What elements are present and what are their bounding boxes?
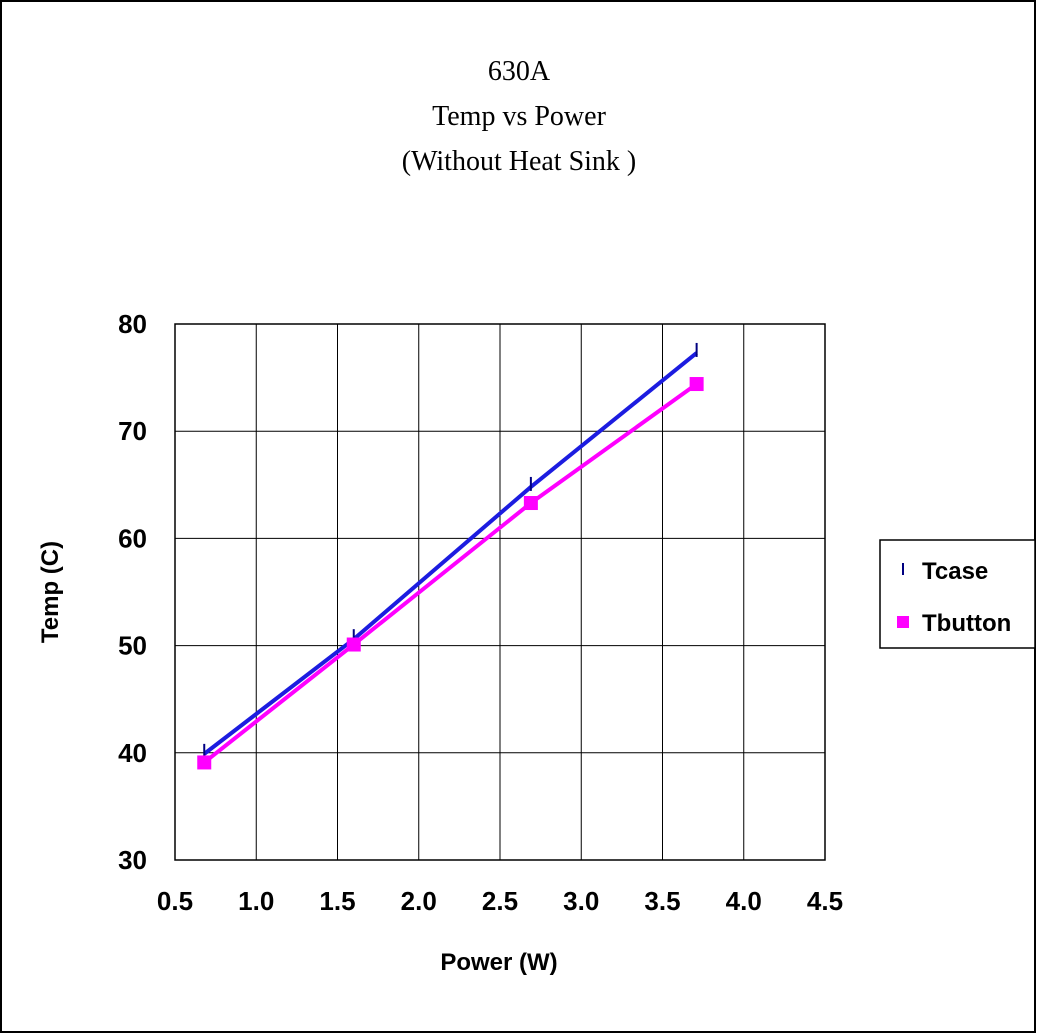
grid <box>174 323 826 861</box>
x-tick-label: 2.5 <box>482 886 518 916</box>
x-axis-label: Power (W) <box>440 949 557 976</box>
series-layer <box>197 342 704 770</box>
y-tick-label: 70 <box>118 416 147 446</box>
chart-title-line-2: Temp vs Power <box>432 101 606 132</box>
data-point-tbutton <box>346 637 361 652</box>
x-tick-label: 2.0 <box>401 886 437 916</box>
data-point-tbutton <box>523 496 538 511</box>
legend-label-tcase: Tcase <box>922 558 988 585</box>
y-tick-label: 60 <box>118 523 147 553</box>
series-line-tcase <box>203 351 698 756</box>
y-tick-label: 50 <box>118 631 147 661</box>
y-axis-label: Temp (C) <box>37 541 64 643</box>
x-tick-labels: 0.5 1.0 1.5 2.0 2.5 3.0 3.5 4.0 4.5 <box>157 886 843 916</box>
x-tick-label: 4.0 <box>726 886 762 916</box>
legend-marker-tbutton <box>897 616 909 628</box>
legend-label-tbutton: Tbutton <box>922 610 1011 637</box>
y-tick-label: 40 <box>118 738 147 768</box>
chart-title-line-1: 630A <box>488 56 551 87</box>
legend: Tcase Tbutton <box>879 539 1036 649</box>
legend-box <box>879 539 1036 649</box>
y-tick-labels: 80 70 60 50 40 30 <box>118 309 147 875</box>
data-point-tbutton <box>689 377 704 392</box>
x-tick-label: 1.5 <box>319 886 355 916</box>
x-tick-label: 3.5 <box>644 886 680 916</box>
x-tick-label: 4.5 <box>807 886 843 916</box>
y-tick-label: 80 <box>118 309 147 339</box>
x-tick-label: 0.5 <box>157 886 193 916</box>
plot-area <box>174 323 826 861</box>
series-line-tbutton <box>203 382 698 765</box>
x-tick-label: 1.0 <box>238 886 274 916</box>
y-tick-label: 30 <box>118 845 147 875</box>
x-tick-label: 3.0 <box>563 886 599 916</box>
data-point-tbutton <box>197 755 212 770</box>
chart-title-line-3: (Without Heat Sink ) <box>402 146 637 177</box>
